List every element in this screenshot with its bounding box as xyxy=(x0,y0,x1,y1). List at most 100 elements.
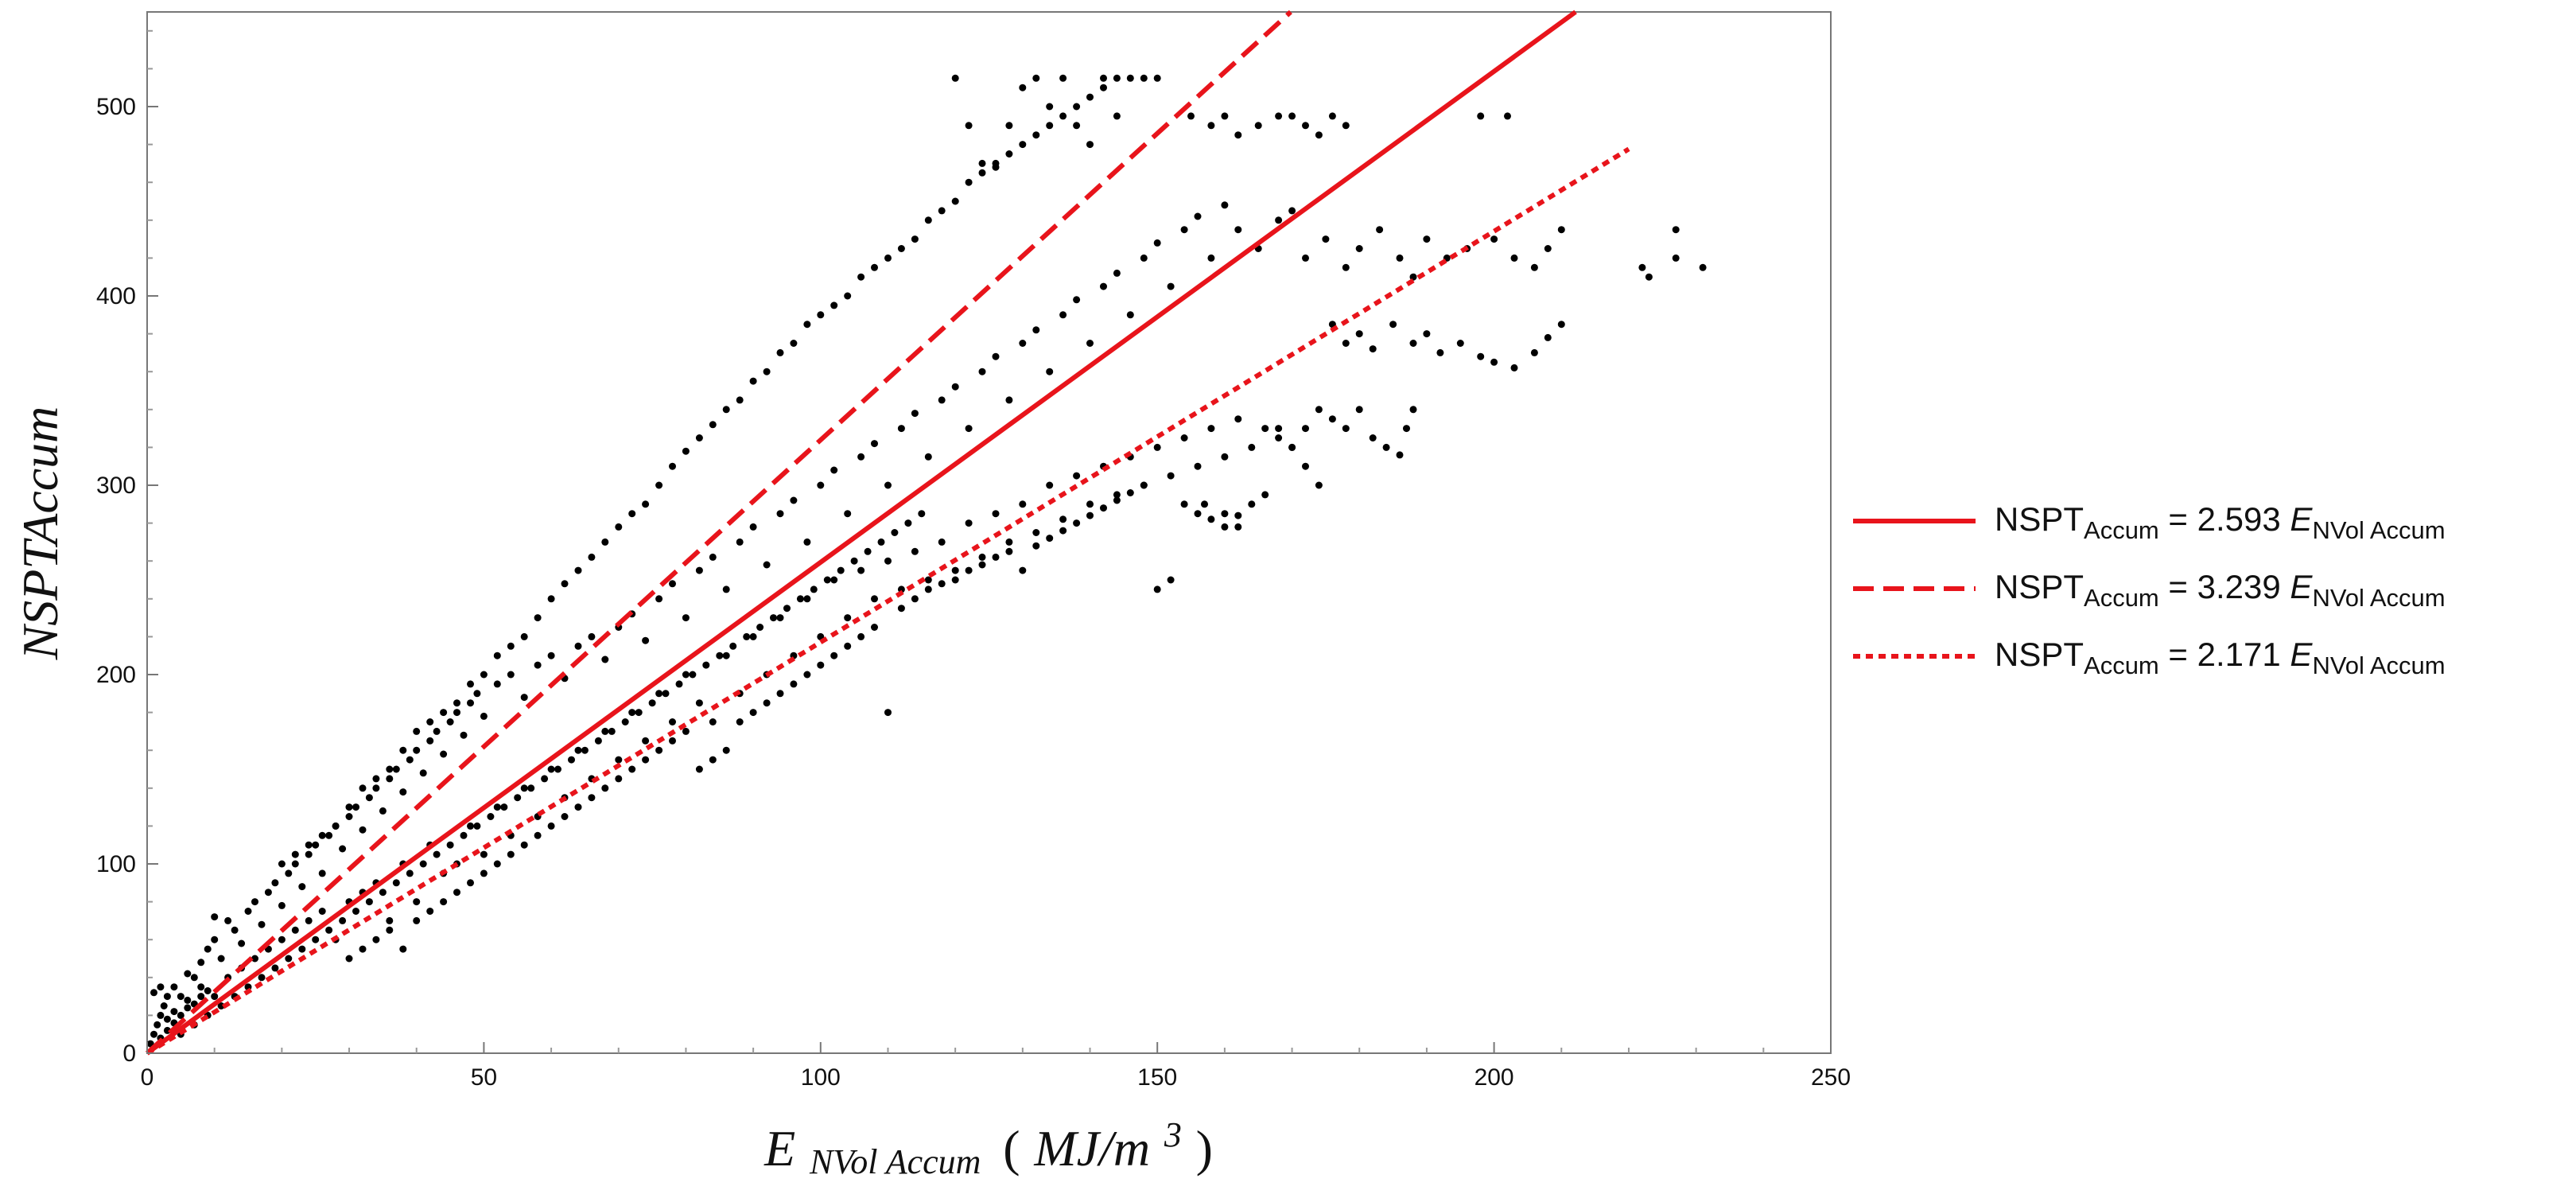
data-point xyxy=(318,908,326,915)
data-point xyxy=(938,538,946,546)
data-point xyxy=(379,889,387,897)
data-point xyxy=(1005,150,1013,158)
data-point xyxy=(1382,443,1390,451)
data-point xyxy=(160,1002,168,1009)
data-point xyxy=(897,585,905,593)
data-point xyxy=(177,993,185,1001)
data-points xyxy=(146,74,1707,1048)
data-point xyxy=(1544,333,1552,341)
data-point xyxy=(467,879,474,887)
data-point xyxy=(500,803,508,811)
data-point xyxy=(1113,491,1121,499)
data-point xyxy=(1073,122,1081,130)
data-point xyxy=(1288,112,1296,120)
data-point xyxy=(1019,141,1027,149)
data-point xyxy=(568,756,575,764)
data-point xyxy=(1369,434,1377,441)
data-point xyxy=(1672,254,1680,262)
data-point xyxy=(776,510,784,518)
data-point xyxy=(1046,368,1054,375)
data-point xyxy=(850,557,858,565)
data-point xyxy=(669,462,676,470)
data-point xyxy=(467,822,474,830)
data-point xyxy=(1059,311,1067,319)
data-point xyxy=(1073,103,1081,111)
data-point xyxy=(547,595,555,603)
data-point xyxy=(440,750,448,758)
data-point xyxy=(440,709,448,717)
data-point xyxy=(844,642,852,650)
data-point xyxy=(184,970,192,978)
data-point xyxy=(716,652,724,659)
data-point xyxy=(493,803,501,811)
data-point xyxy=(1005,122,1013,130)
data-point xyxy=(1315,406,1323,414)
data-point xyxy=(574,803,582,811)
data-point xyxy=(1221,523,1229,531)
x-axis-unit-close: ) xyxy=(1196,1120,1213,1177)
data-point xyxy=(857,632,865,640)
legend-label-part: NSPT xyxy=(1995,500,2084,538)
data-point xyxy=(1019,566,1027,574)
data-point xyxy=(588,553,596,561)
data-point xyxy=(776,614,784,622)
data-point xyxy=(514,794,522,802)
legend-label-part: E xyxy=(2290,568,2313,605)
data-point xyxy=(655,595,663,603)
data-point xyxy=(675,680,683,688)
data-point xyxy=(601,655,609,663)
data-point xyxy=(1113,74,1121,82)
data-point xyxy=(1046,103,1054,111)
data-point xyxy=(965,178,973,186)
data-point xyxy=(1275,112,1283,120)
data-point xyxy=(803,595,811,603)
data-point xyxy=(1019,84,1027,91)
data-point xyxy=(1194,212,1202,220)
data-point xyxy=(897,245,905,252)
data-point xyxy=(1032,74,1040,82)
data-point xyxy=(695,765,703,773)
data-point xyxy=(446,718,454,725)
data-point xyxy=(170,1008,178,1016)
data-point xyxy=(1234,131,1242,139)
data-point xyxy=(803,671,811,679)
data-point xyxy=(325,926,333,934)
data-point xyxy=(790,680,798,688)
y-tick-label: 100 xyxy=(96,851,136,877)
data-point xyxy=(642,500,650,508)
data-point xyxy=(473,822,481,830)
data-point xyxy=(978,368,986,375)
data-point xyxy=(1315,131,1323,139)
data-point xyxy=(897,605,905,613)
data-point xyxy=(305,841,313,849)
data-point xyxy=(1005,396,1013,404)
data-point xyxy=(702,661,710,669)
data-point xyxy=(695,699,703,707)
data-point xyxy=(278,860,286,868)
legend-label-part: = xyxy=(2159,636,2197,673)
legend-label-part: NVol Accum xyxy=(2312,516,2445,544)
data-point xyxy=(1275,434,1283,441)
data-point xyxy=(1073,296,1081,304)
legend-label-part: NSPT xyxy=(1995,636,2084,673)
data-point xyxy=(709,756,717,764)
data-point xyxy=(951,576,959,584)
data-point xyxy=(749,709,757,717)
data-point xyxy=(1234,511,1242,519)
data-point xyxy=(642,756,650,764)
data-point xyxy=(682,727,690,735)
data-point xyxy=(803,321,811,329)
data-point xyxy=(830,652,838,659)
data-point xyxy=(190,974,198,982)
data-point xyxy=(493,860,501,868)
data-point xyxy=(709,718,717,725)
data-point xyxy=(1221,201,1229,209)
data-point xyxy=(924,576,932,584)
data-point xyxy=(722,652,730,659)
data-point xyxy=(433,850,441,858)
data-point xyxy=(251,955,258,963)
data-point xyxy=(1100,74,1107,82)
data-point xyxy=(1113,496,1121,504)
data-point xyxy=(345,803,353,811)
data-point xyxy=(817,661,825,669)
